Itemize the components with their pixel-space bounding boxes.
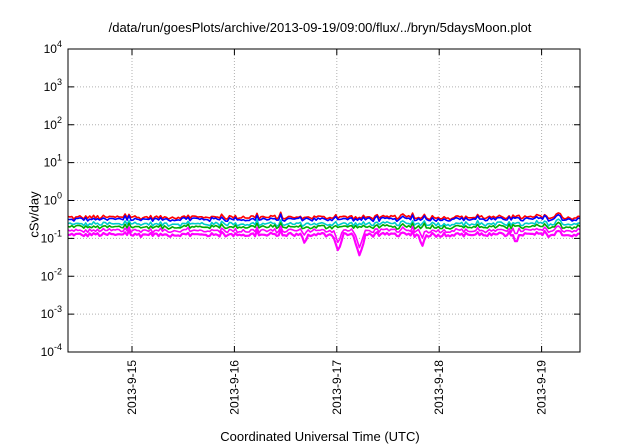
plot-frame	[67, 48, 581, 353]
series-line-2	[68, 213, 581, 223]
y-tick-label: 101	[44, 153, 62, 170]
x-tick-label: 2013-9-16	[227, 360, 241, 415]
x-tick-label: 2013-9-17	[330, 360, 344, 415]
series-line-5	[67, 225, 581, 249]
x-tick-label: 2013-9-15	[125, 360, 139, 415]
series-line-6	[67, 228, 580, 257]
y-tick-label: 10-2	[41, 266, 62, 283]
y-tick-label: 100	[44, 191, 62, 208]
y-tick-label: 10-1	[41, 228, 62, 245]
y-tick-label: 103	[44, 77, 62, 94]
y-tick-label: 10-4	[41, 342, 62, 359]
y-tick-label: 10-3	[41, 304, 62, 321]
y-tick-label: 102	[44, 115, 62, 132]
y-tick-label: 104	[44, 39, 62, 56]
chart-title: /data/run/goesPlots/archive/2013-09-19/0…	[108, 20, 532, 35]
series-line-1	[67, 211, 581, 221]
x-axis-label: Coordinated Universal Time (UTC)	[220, 429, 420, 444]
x-tick-label: 2013-9-19	[535, 360, 549, 415]
y-axis-label: cSv/day	[26, 191, 42, 238]
x-tick-label: 2013-9-18	[432, 360, 446, 415]
series-line-3	[67, 218, 581, 228]
series-line-4	[67, 221, 581, 230]
